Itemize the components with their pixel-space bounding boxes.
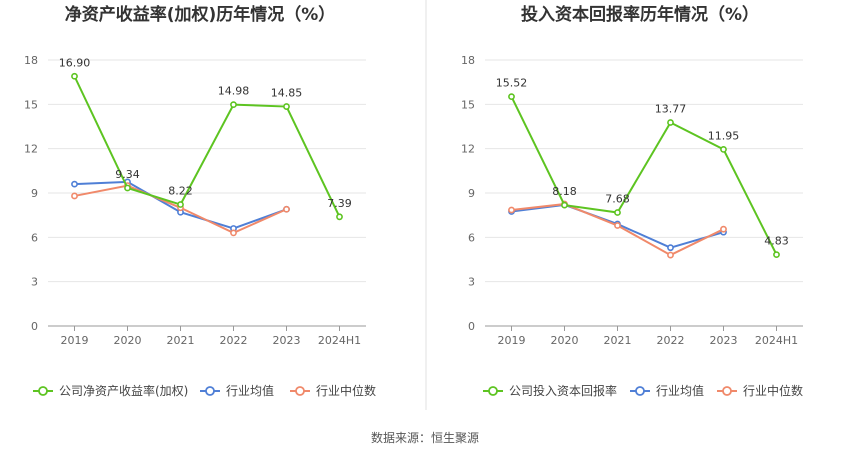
data-point-industry-median [283,205,290,213]
data-point-industry-median [508,206,515,214]
y-tick-label: 6 [468,231,475,244]
data-label: 16.90 [59,56,91,69]
legend-label: 行业均值 [226,383,274,398]
x-tick-label: 2019 [498,334,526,347]
legend-swatch-marker [205,386,215,396]
data-point-company [773,251,780,259]
y-tick-label: 0 [468,320,475,333]
x-tick-label: 2024H1 [318,334,361,347]
data-label: 13.77 [655,103,687,116]
data-point-industry-median [614,222,621,229]
chart-title: 净资产收益率(加权)历年情况（%） [65,4,336,25]
data-point-company [336,213,343,221]
x-tick-label: 2023 [273,334,301,347]
data-label: 11.95 [708,129,740,142]
data-label: 9.34 [115,168,140,181]
data-point-company [177,201,184,208]
x-tick-label: 2020 [114,334,142,347]
x-tick-label: 2021 [167,334,195,347]
legend-swatch-marker [722,386,732,396]
data-label: 4.83 [764,235,789,248]
y-tick-label: 12 [24,143,38,156]
legend-label: 行业中位数 [316,383,376,398]
x-tick-label: 2023 [710,334,738,347]
data-point-company [508,93,515,101]
x-tick-label: 2022 [657,334,685,347]
data-point-industry-median [230,229,237,237]
y-tick-label: 18 [461,54,475,67]
data-point-company [614,209,621,216]
legend-label: 行业中位数 [743,383,803,398]
chart-panel-2: 投入资本回报率历年情况（%） 0 3 6 9 12 15 18 2019 2020 2021 2022… [461,4,803,398]
y-tick-label: 12 [461,143,475,156]
y-tick-label: 3 [31,276,38,289]
data-point-industry-median [71,192,78,200]
y-tick-label: 9 [31,187,38,200]
x-tick-label: 2024H1 [755,334,798,347]
data-point-industry-median [667,251,674,259]
legend-label: 行业均值 [656,383,704,398]
data-point-industry-avg [71,180,78,188]
legend-swatch-marker [295,386,305,396]
x-tick-label: 2020 [551,334,579,347]
chart-title: 投入资本回报率历年情况（%） [521,4,759,25]
data-point-company [667,119,674,126]
y-tick-label: 18 [24,54,38,67]
y-tick-label: 9 [468,187,475,200]
data-label: 7.68 [605,193,630,206]
series-line-company [510,96,778,256]
legend-label: 公司投入资本回报率 [509,383,617,398]
data-label: 14.98 [218,85,250,98]
data-point-company [71,72,78,80]
legend-swatch-marker [38,386,48,396]
legend-swatch-marker [635,386,645,396]
y-tick-label: 15 [461,98,475,111]
x-tick-label: 2022 [220,334,248,347]
y-tick-label: 6 [31,231,38,244]
data-label: 8.22 [168,185,193,198]
legend-swatch-marker [488,386,498,396]
y-tick-label: 3 [468,276,475,289]
data-point-industry-avg [667,244,674,252]
data-label: 15.52 [496,77,528,90]
data-point-industry-median [720,225,727,233]
y-tick-label: 15 [24,98,38,111]
series-line-company [73,75,341,218]
data-point-company [720,146,727,153]
legend-label: 公司净资产收益率(加权) [59,383,188,398]
data-point-company [124,184,131,192]
data-point-company [561,201,568,209]
x-tick-label: 2021 [604,334,632,347]
data-point-company [283,103,290,110]
data-source: 数据来源：恒生聚源 [371,430,479,445]
data-label: 7.39 [327,197,352,210]
y-tick-label: 0 [31,320,38,333]
data-point-company [230,101,237,109]
chart-panel-1: 净资产收益率(加权)历年情况（%） 0 3 6 9 12 15 18 2019 2020 2021 2… [24,4,376,398]
data-label: 8.18 [552,185,577,198]
data-label: 14.85 [271,87,303,100]
x-tick-label: 2019 [61,334,89,347]
